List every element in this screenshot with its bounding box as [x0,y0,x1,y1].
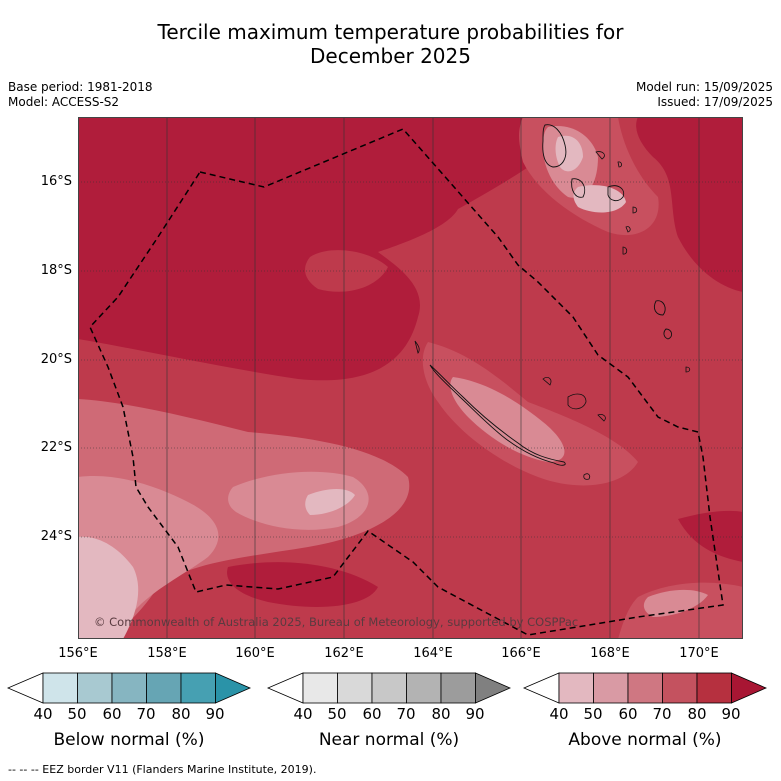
colorbar-segment [406,672,442,704]
graticule-meridians [78,117,700,639]
colorbar-segment [696,672,732,704]
colorbar-tick: 40 [549,705,569,723]
colorbar-segment [180,672,216,704]
vanuatu-tanna [663,328,673,340]
vanuatu-efate [607,185,625,202]
colorbar-label-above: Above normal (%) [568,730,722,750]
colorbar-segment [593,672,629,704]
colorbar-segment [371,672,407,704]
field-70-80-b [305,250,388,292]
colorbar-segment [111,672,147,704]
base-period: Base period: 1981-2018 [8,80,153,94]
colorbar-segment [42,672,78,704]
lon-label: 156°E [58,646,98,661]
colorbar-tick: 80 [431,705,451,723]
colorbar-low-extend [522,672,560,704]
colorbar-tick: 90 [465,705,485,723]
colorbar-high-extend [475,672,512,704]
field-50-60-se [643,589,708,617]
field-50-60-c [228,471,369,530]
loyalty-islands [542,377,606,422]
colorbar-tick: 50 [67,705,87,723]
field-40-50-sw [78,536,139,639]
lon-label: 158°E [147,646,187,661]
field-40-50-nc [573,185,626,213]
colorbar-near-normal [266,672,512,704]
field-80-90-ne [636,117,743,292]
meta-right: Model run: 15/09/2025 Issued: 17/09/2025 [636,80,773,110]
vanuatu-small-islands [595,151,691,373]
lon-label: 168°E [590,646,630,661]
field-80-90-s [227,562,378,607]
colorbar-tick: 60 [618,705,638,723]
map-title: Tercile maximum temperature probabilitie… [0,20,781,68]
title-line-2: December 2025 [310,44,471,68]
eez-legend: -- -- -- EEZ border V11 (Flanders Marine… [8,763,317,776]
colorbar-tick: 80 [687,705,707,723]
title-line-1: Tercile maximum temperature probabilitie… [157,20,624,44]
field-40-50-c [305,489,355,515]
lon-label: 170°E [679,646,719,661]
lon-label: 160°E [235,646,275,661]
lat-label: 22°S [40,440,72,455]
colorbar-tick: 80 [171,705,191,723]
meta-left: Base period: 1981-2018 Model: ACCESS-S2 [8,80,153,110]
colorbar-high-extend [731,672,768,704]
colorbar-tick: 90 [721,705,741,723]
colorbar-segment [337,672,373,704]
lat-label: 20°S [40,352,72,367]
lat-label: 16°S [40,174,72,189]
vanuatu-espiritu-santo [542,124,567,168]
colorbar-label-near: Near normal (%) [318,730,460,750]
colorbar-high-extend [215,672,252,704]
colorbar-tick: 40 [33,705,53,723]
lat-label: 18°S [40,263,72,278]
colorbar-tick: 50 [327,705,347,723]
colorbar-tick: 70 [396,705,416,723]
field-50-60-nc [450,377,565,462]
colorbar-tick: 90 [205,705,225,723]
colorbar-low-extend [266,672,304,704]
colorbar-tick: 40 [293,705,313,723]
vanuatu-malakula [571,178,586,198]
vanuatu-erromango [653,300,666,316]
lon-label: 166°E [501,646,541,661]
model-name: Model: ACCESS-S2 [8,95,120,109]
colorbar-label-below: Below normal (%) [53,730,205,750]
lon-label: 164°E [413,646,453,661]
belep-islands [414,340,420,354]
colorbar-below-normal [6,672,252,704]
eez-border [89,128,724,636]
colorbar-above-normal [522,672,768,704]
colorbar-tick: 70 [136,705,156,723]
issued-date: Issued: 17/09/2025 [657,95,773,109]
new-caledonia-island [429,364,566,466]
colorbar-segment [558,672,594,704]
field-80-90-se [678,510,743,562]
map-svg: © Commonwealth of Australia 2025, Bureau… [78,117,743,639]
colorbar-segment [77,672,113,704]
colorbar-segment [662,672,698,704]
colorbar-tick: 50 [583,705,603,723]
isle-of-pines [583,473,591,480]
colorbar-segment [627,672,663,704]
lat-label: 24°S [40,529,72,544]
colorbar-tick: 70 [652,705,672,723]
model-run: Model run: 15/09/2025 [635,80,773,94]
lon-label: 162°E [324,646,364,661]
colorbar-low-extend [6,672,44,704]
colorbar-segment [440,672,476,704]
map-panel: © Commonwealth of Australia 2025, Bureau… [78,117,743,639]
map-frame [78,117,743,639]
copyright-text: © Commonwealth of Australia 2025, Bureau… [94,615,578,629]
colorbar-tick: 60 [102,705,122,723]
colorbar-segment [302,672,338,704]
colorbar-tick: 60 [362,705,382,723]
colorbar-segment [146,672,182,704]
